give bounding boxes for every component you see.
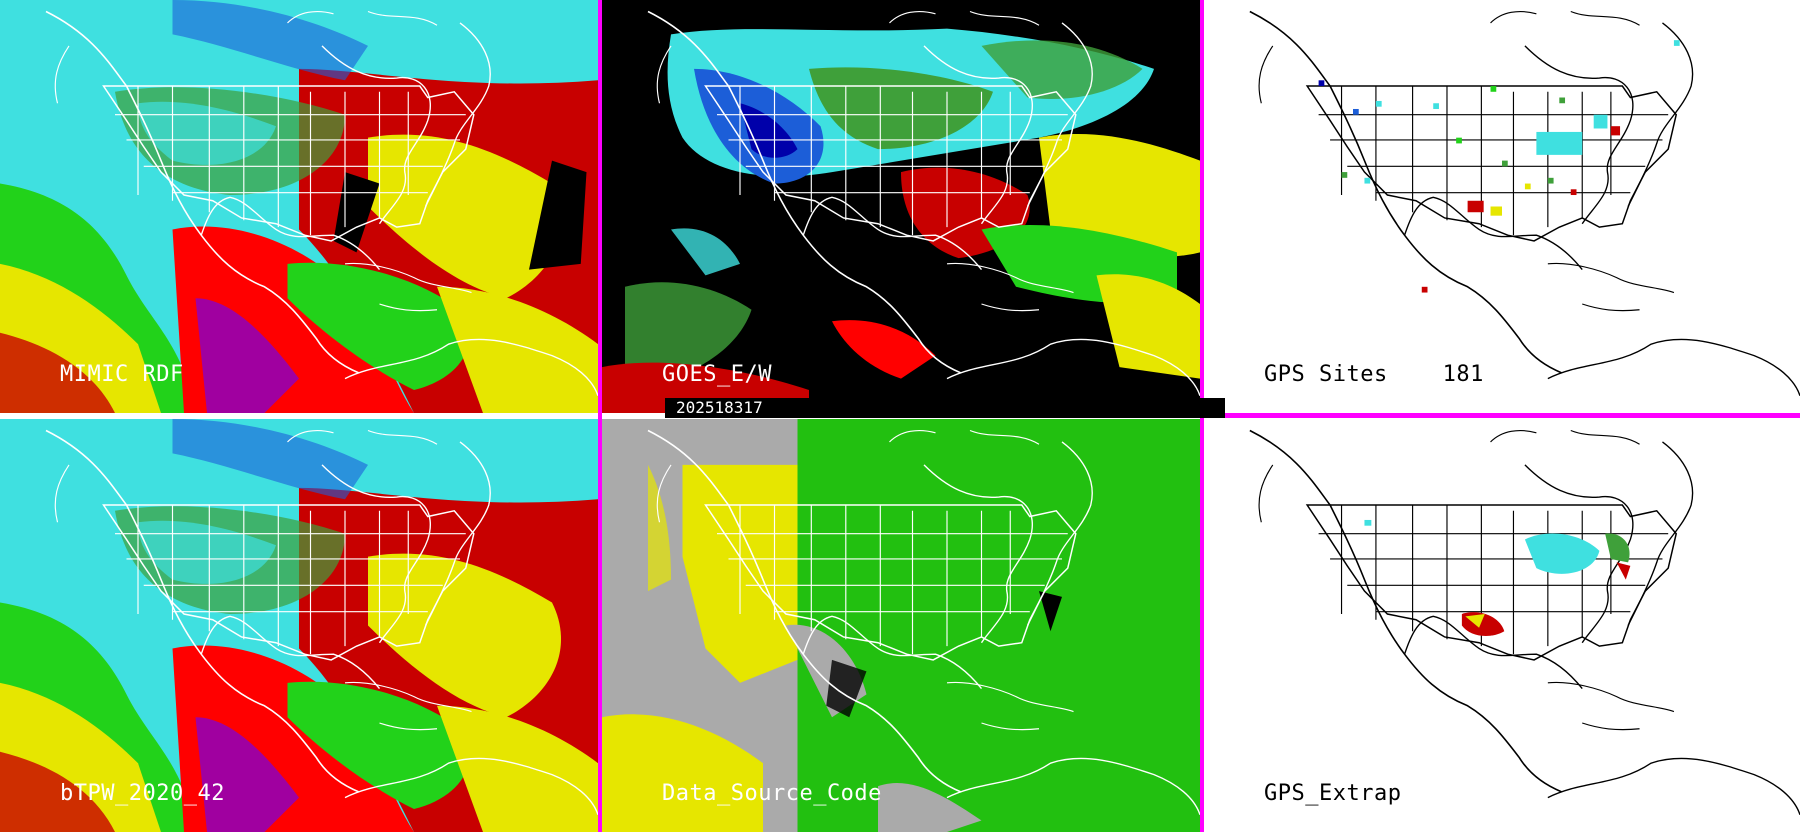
goes-ew-panel: GOES_E/W (602, 0, 1200, 413)
vertical-divider-left (598, 0, 602, 832)
gps-sites-panel: GPS Sites 181 (1204, 0, 1800, 413)
data-source-code-label: Data_Source_Code (662, 781, 882, 806)
gps-sites-label: GPS Sites 181 (1264, 362, 1484, 387)
mimic-rdf-map (0, 0, 598, 413)
gps-extrap-label: GPS_Extrap (1264, 781, 1402, 806)
gps-sites-map (1204, 0, 1800, 413)
timestamp-label: 202518317 (676, 398, 763, 417)
btpw-map (0, 419, 598, 832)
btpw-label: bTPW_2020_42 (60, 781, 225, 806)
gps-extrap-panel: GPS_Extrap (1204, 419, 1800, 832)
gps-extrap-areas (1364, 519, 1631, 636)
gps-site-markers (1318, 40, 1680, 293)
gps-extrap-map (1204, 419, 1800, 832)
data-source-code-map (602, 419, 1200, 832)
timestamp-bar (665, 398, 1225, 418)
btpw-panel: bTPW_2020_42 (0, 419, 598, 832)
horizontal-divider-right (1204, 413, 1800, 418)
data-source-code-panel: Data_Source_Code (602, 419, 1200, 832)
mimic-rdf-panel: MIMIC RDF (0, 0, 598, 413)
mimic-rdf-label: MIMIC RDF (60, 362, 184, 387)
goes-ew-label: GOES_E/W (662, 362, 772, 387)
goes-ew-map (602, 0, 1200, 413)
